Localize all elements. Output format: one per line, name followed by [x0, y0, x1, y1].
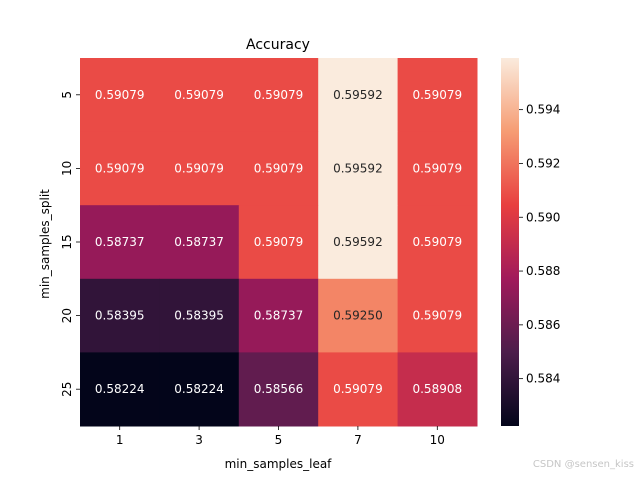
x-tick-label: 10 — [430, 433, 445, 447]
heatmap-cell-label: 0.59079 — [174, 88, 224, 102]
heatmap-cell-label: 0.59079 — [174, 161, 224, 175]
heatmap-cell — [159, 278, 240, 353]
heatmap-cell-label: 0.59079 — [254, 235, 304, 249]
heatmap-cell-label: 0.58395 — [174, 309, 224, 323]
heatmap-cell — [159, 58, 240, 133]
colorbar-tick-label: 0.586 — [526, 318, 560, 332]
heatmap-cell-labels: 0.59079 0.59079 0.59079 0.59592 0.59079 0.590… — [95, 88, 462, 396]
y-tick-label: 5 — [60, 91, 74, 99]
colorbar-tick-label: 0.592 — [526, 156, 560, 170]
heatmap-cell-label: 0.59592 — [333, 88, 383, 102]
heatmap-cell — [80, 58, 160, 133]
y-tick-label: 15 — [60, 234, 74, 249]
watermark: CSDN @sensen_kiss — [532, 459, 634, 470]
heatmap-cell-label: 0.59079 — [95, 161, 145, 175]
colorbar-tick-label: 0.590 — [526, 210, 560, 224]
x-axis-label: min_samples_leaf — [225, 457, 333, 471]
heatmap-cell-label: 0.58224 — [174, 382, 224, 396]
heatmap-cell — [238, 131, 319, 206]
y-tick-label: 25 — [60, 382, 74, 397]
heatmap-cell — [159, 352, 240, 427]
x-axis-ticks: 1 3 5 7 10 — [116, 426, 445, 447]
x-tick-label: 3 — [195, 433, 203, 447]
heatmap-cell — [80, 131, 160, 206]
heatmap-cell-label: 0.59079 — [95, 88, 145, 102]
heatmap-cell — [238, 205, 319, 280]
heatmap-cells — [80, 58, 478, 427]
y-tick-label: 20 — [60, 308, 74, 323]
y-axis-ticks: 5 10 15 20 25 — [60, 91, 80, 397]
colorbar-ticks: 0.584 0.586 0.588 0.590 0.592 0.594 — [519, 103, 560, 386]
heatmap-cell — [318, 131, 399, 206]
heatmap-cell — [80, 352, 160, 427]
x-tick-label: 5 — [275, 433, 283, 447]
colorbar-tick-label: 0.584 — [526, 372, 560, 386]
heatmap-cell — [159, 205, 240, 280]
y-axis-label: min_samples_split — [38, 189, 52, 299]
y-tick-label: 10 — [60, 161, 74, 176]
heatmap-cell-label: 0.58566 — [254, 382, 304, 396]
heatmap-cell-label: 0.59079 — [254, 161, 304, 175]
heatmap-cell — [397, 352, 478, 427]
heatmap-cell-label: 0.58908 — [412, 382, 462, 396]
heatmap-cell-label: 0.59250 — [333, 309, 383, 323]
heatmap-cell-label: 0.58737 — [254, 309, 304, 323]
heatmap-cell — [238, 352, 319, 427]
heatmap-cell-label: 0.59592 — [333, 235, 383, 249]
heatmap-cell — [238, 58, 319, 133]
heatmap-cell-label: 0.58737 — [95, 235, 145, 249]
x-tick-label: 1 — [116, 433, 124, 447]
heatmap-cell — [318, 58, 399, 133]
heatmap-cell — [159, 131, 240, 206]
heatmap-cell-label: 0.59079 — [412, 235, 462, 249]
heatmap-cell-label: 0.58395 — [95, 309, 145, 323]
heatmap-cell — [397, 131, 478, 206]
heatmap-cell — [397, 278, 478, 353]
heatmap-cell-label: 0.58224 — [95, 382, 145, 396]
x-tick-label: 7 — [354, 433, 362, 447]
heatmap-cell — [318, 205, 399, 280]
chart-title: Accuracy — [246, 37, 310, 53]
heatmap-cell-label: 0.59079 — [333, 382, 383, 396]
heatmap-cell — [80, 278, 160, 353]
heatmap-cell — [318, 352, 399, 427]
heatmap-cell-label: 0.59592 — [333, 161, 383, 175]
heatmap-cell-label: 0.59079 — [412, 309, 462, 323]
colorbar-tick-label: 0.588 — [526, 264, 560, 278]
heatmap-cell-label: 0.59079 — [412, 88, 462, 102]
heatmap-cell-label: 0.59079 — [254, 88, 304, 102]
heatmap-cell — [238, 278, 319, 353]
heatmap-cell — [397, 58, 478, 133]
colorbar-tick-label: 0.594 — [526, 103, 560, 117]
heatmap-cell-label: 0.59079 — [412, 161, 462, 175]
heatmap-cell — [397, 205, 478, 280]
colorbar — [501, 58, 519, 426]
heatmap-cell — [80, 205, 160, 280]
heatmap-cell-label: 0.58737 — [174, 235, 224, 249]
heatmap-cell — [318, 278, 399, 353]
